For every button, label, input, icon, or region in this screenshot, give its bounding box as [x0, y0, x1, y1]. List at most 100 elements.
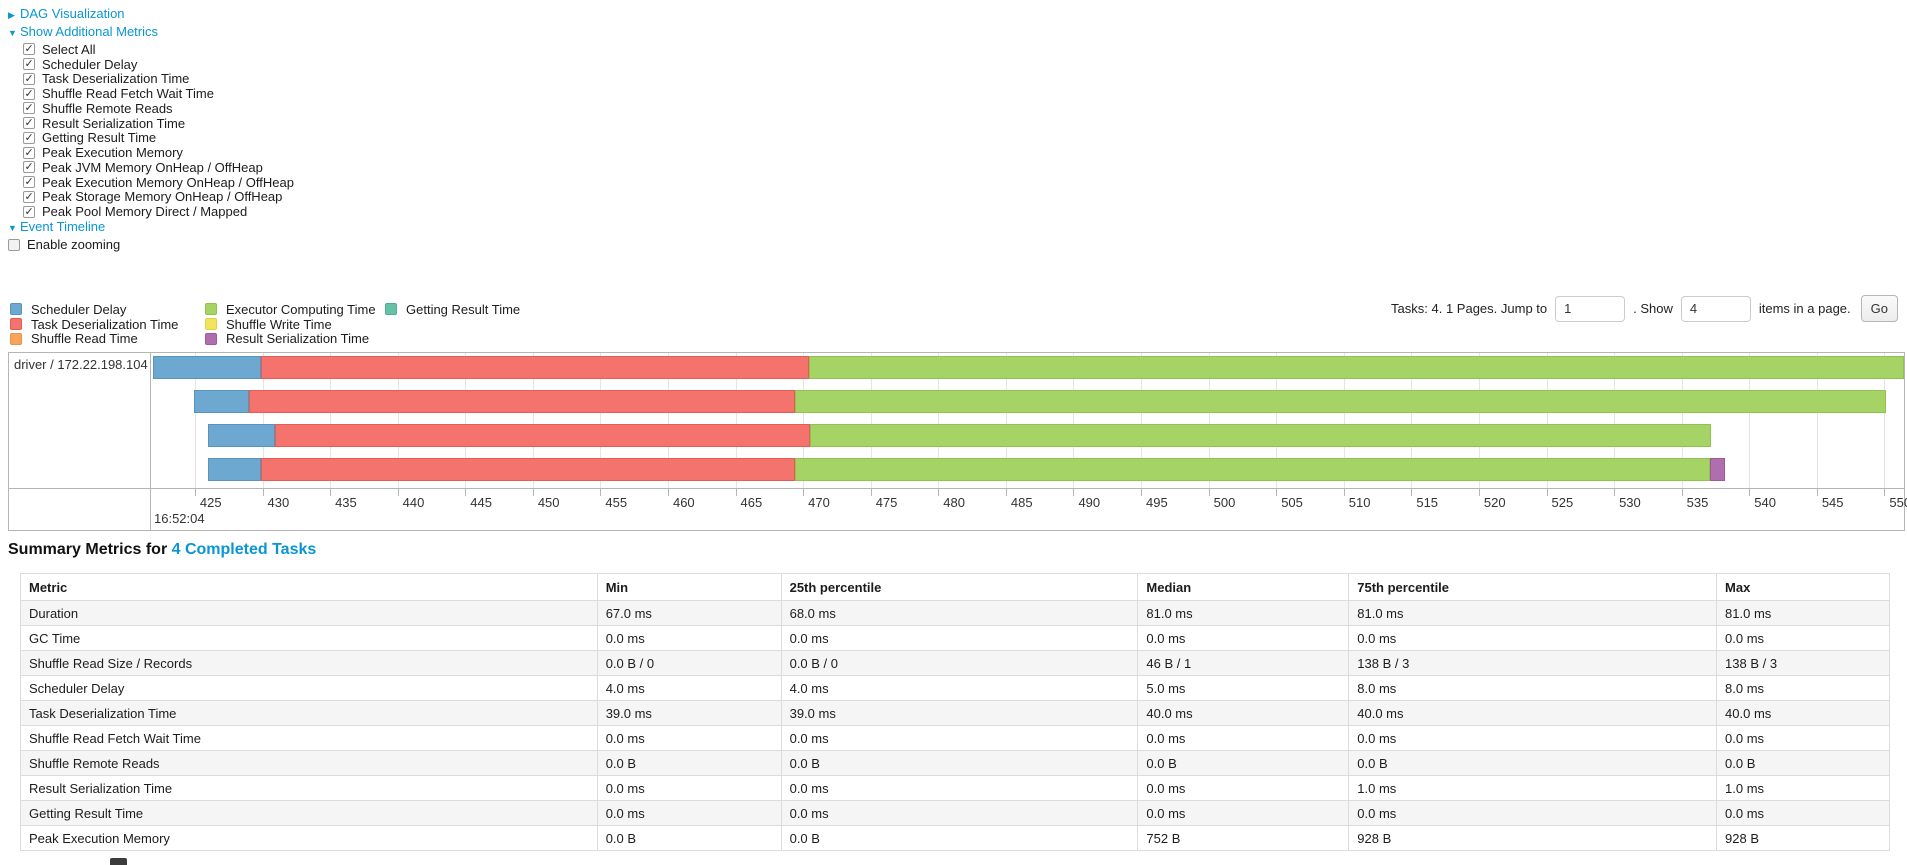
- metric-checkbox[interactable]: [23, 72, 35, 85]
- table-cell: 40.0 ms: [1716, 700, 1890, 726]
- legend-swatch: [10, 332, 22, 345]
- enable-zooming-checkbox[interactable]: [8, 238, 20, 251]
- metric-checkbox[interactable]: [23, 131, 35, 144]
- completed-tasks-link[interactable]: 4 Completed Tasks: [171, 541, 317, 558]
- task-bar-segment-result-serialization[interactable]: [1710, 458, 1725, 481]
- legend-item: Result Serialization Time: [205, 331, 369, 346]
- show-additional-metrics-toggle[interactable]: ▼ Show Additional Metrics: [8, 24, 294, 41]
- gridline: [397, 353, 399, 488]
- task-bar-segment-task-deserialization[interactable]: [261, 458, 795, 481]
- axis-tick-label: 550: [1889, 495, 1907, 510]
- metric-checkbox-item: Peak Pool Memory Direct / Mapped: [23, 204, 294, 219]
- axis-tick: [803, 489, 805, 496]
- table-cell: Duration: [20, 600, 598, 626]
- legend-column: Getting Result Time: [385, 302, 520, 346]
- metric-checkbox[interactable]: [23, 160, 35, 174]
- task-bar-segment-task-deserialization[interactable]: [248, 390, 796, 413]
- task-bar-segment-scheduler-delay[interactable]: [153, 356, 262, 379]
- table-cell: 0.0 ms: [596, 625, 782, 651]
- table-cell: Task Deserialization Time: [20, 700, 598, 726]
- metric-checkbox[interactable]: [23, 101, 35, 115]
- metric-checkbox[interactable]: [23, 116, 35, 130]
- task-bar-segment-executor-computing[interactable]: [808, 356, 1904, 379]
- axis-tick: [1005, 489, 1007, 496]
- table-cell: 0.0 ms: [596, 800, 782, 826]
- axis-tick: [1816, 489, 1818, 496]
- items-per-page-input[interactable]: [1680, 295, 1751, 322]
- table-cell: 0.0 ms: [596, 725, 782, 751]
- task-bar-segment-scheduler-delay[interactable]: [208, 424, 275, 447]
- metric-checkbox-item: Getting Result Time: [23, 130, 294, 145]
- metric-checkbox-label: Peak JVM Memory OnHeap / OffHeap: [42, 159, 263, 175]
- axis-tick: [1208, 489, 1210, 496]
- gridline: [1478, 353, 1480, 488]
- metric-checkbox[interactable]: [23, 205, 35, 218]
- metric-checkbox[interactable]: [23, 146, 35, 159]
- table-cell: 81.0 ms: [1348, 600, 1718, 626]
- axis-tick: [1681, 489, 1683, 496]
- metric-checkbox-item: Peak Execution Memory OnHeap / OffHeap: [23, 175, 294, 190]
- metric-checkbox-label: Shuffle Read Fetch Wait Time: [42, 86, 214, 102]
- metric-checkbox[interactable]: [23, 87, 35, 100]
- gridline: [735, 353, 737, 488]
- axis-tick: [938, 489, 940, 496]
- table-cell: 81.0 ms: [1137, 600, 1350, 626]
- metric-checkbox-label: Task Deserialization Time: [42, 71, 190, 87]
- table-cell: Scheduler Delay: [20, 675, 598, 701]
- gridline: [1546, 353, 1548, 488]
- task-bar-segment-executor-computing[interactable]: [795, 458, 1711, 481]
- table-cell: 138 B / 3: [1348, 650, 1718, 676]
- event-timeline-toggle[interactable]: ▼ Event Timeline: [8, 219, 294, 236]
- table-row: Duration 67.0 ms 68.0 ms 81.0 ms 81.0 ms 81.0…: [20, 600, 1890, 626]
- task-bar-segment-scheduler-delay[interactable]: [193, 390, 249, 413]
- table-cell: 4.0 ms: [780, 675, 1139, 701]
- table-cell: 0.0 B: [596, 825, 782, 851]
- axis-tick-label: 530: [1619, 495, 1641, 510]
- table-cell: 0.0 B: [1716, 750, 1890, 776]
- metric-checkbox[interactable]: [23, 190, 35, 203]
- axis-tick-label: 505: [1281, 495, 1303, 510]
- metric-checkbox-item: Shuffle Read Fetch Wait Time: [23, 86, 294, 101]
- dag-visualization-label: DAG Visualization: [20, 6, 125, 21]
- task-bar-segment-task-deserialization[interactable]: [274, 424, 810, 447]
- go-button[interactable]: Go: [1860, 295, 1898, 322]
- table-cell: 0.0 ms: [1716, 725, 1890, 751]
- table-cell: 0.0 ms: [1716, 625, 1890, 651]
- metric-checkbox-label: Select All: [42, 41, 96, 57]
- axis-tick-label: 525: [1551, 495, 1574, 510]
- axis-tick: [667, 489, 669, 496]
- gridline: [1681, 353, 1683, 488]
- task-pagination: Tasks: 4. 1 Pages. Jump to . Show items …: [1387, 295, 1898, 322]
- metric-checkbox-item: Select All: [23, 42, 294, 57]
- metric-checkbox[interactable]: [23, 175, 35, 189]
- axis-tick-label: 445: [470, 495, 492, 510]
- table-cell: 5.0 ms: [1137, 675, 1350, 701]
- table-cell: 81.0 ms: [1716, 600, 1890, 626]
- axis-tick-label: 435: [335, 495, 357, 510]
- dag-visualization-toggle[interactable]: ▶ DAG Visualization: [8, 6, 294, 23]
- metric-checkbox-item: Task Deserialization Time: [23, 71, 294, 87]
- table-row: Shuffle Read Size / Records 0.0 B / 0 0.0 …: [20, 650, 1890, 676]
- task-bar-segment-task-deserialization[interactable]: [261, 356, 809, 379]
- table-cell: 138 B / 3: [1716, 650, 1890, 676]
- table-cell: Peak Execution Memory: [20, 825, 598, 851]
- axis-tick: [1478, 489, 1480, 496]
- task-bar-segment-executor-computing[interactable]: [809, 424, 1712, 447]
- enable-zooming-row: Enable zooming: [8, 237, 294, 252]
- table-cell: 0.0 ms: [1716, 800, 1890, 826]
- table-cell: GC Time: [20, 625, 598, 651]
- metric-checkbox[interactable]: [23, 57, 35, 71]
- table-row: Shuffle Remote Reads 0.0 B 0.0 B 0.0 B 0.0 B…: [20, 750, 1890, 776]
- table-cell: 40.0 ms: [1137, 700, 1350, 726]
- metric-checkbox[interactable]: [23, 42, 35, 56]
- table-row: Task Deserialization Time 39.0 ms 39.0 ms 4…: [20, 700, 1890, 726]
- task-bar-segment-scheduler-delay[interactable]: [208, 458, 262, 481]
- task-bar-segment-executor-computing[interactable]: [795, 390, 1886, 413]
- clipped-next-section-fragment: [110, 858, 127, 865]
- jump-to-page-input[interactable]: [1555, 295, 1626, 322]
- table-row: Scheduler Delay 4.0 ms 4.0 ms 5.0 ms 8.0 ms 8…: [20, 675, 1890, 701]
- table-cell: 0.0 B: [1137, 750, 1350, 776]
- timeline-axis: 16:52:04 425 430 435 440 445 450 455 460 465 470 4…: [151, 488, 1907, 530]
- axis-tick-label: 520: [1483, 495, 1506, 510]
- gridline: [1816, 353, 1818, 488]
